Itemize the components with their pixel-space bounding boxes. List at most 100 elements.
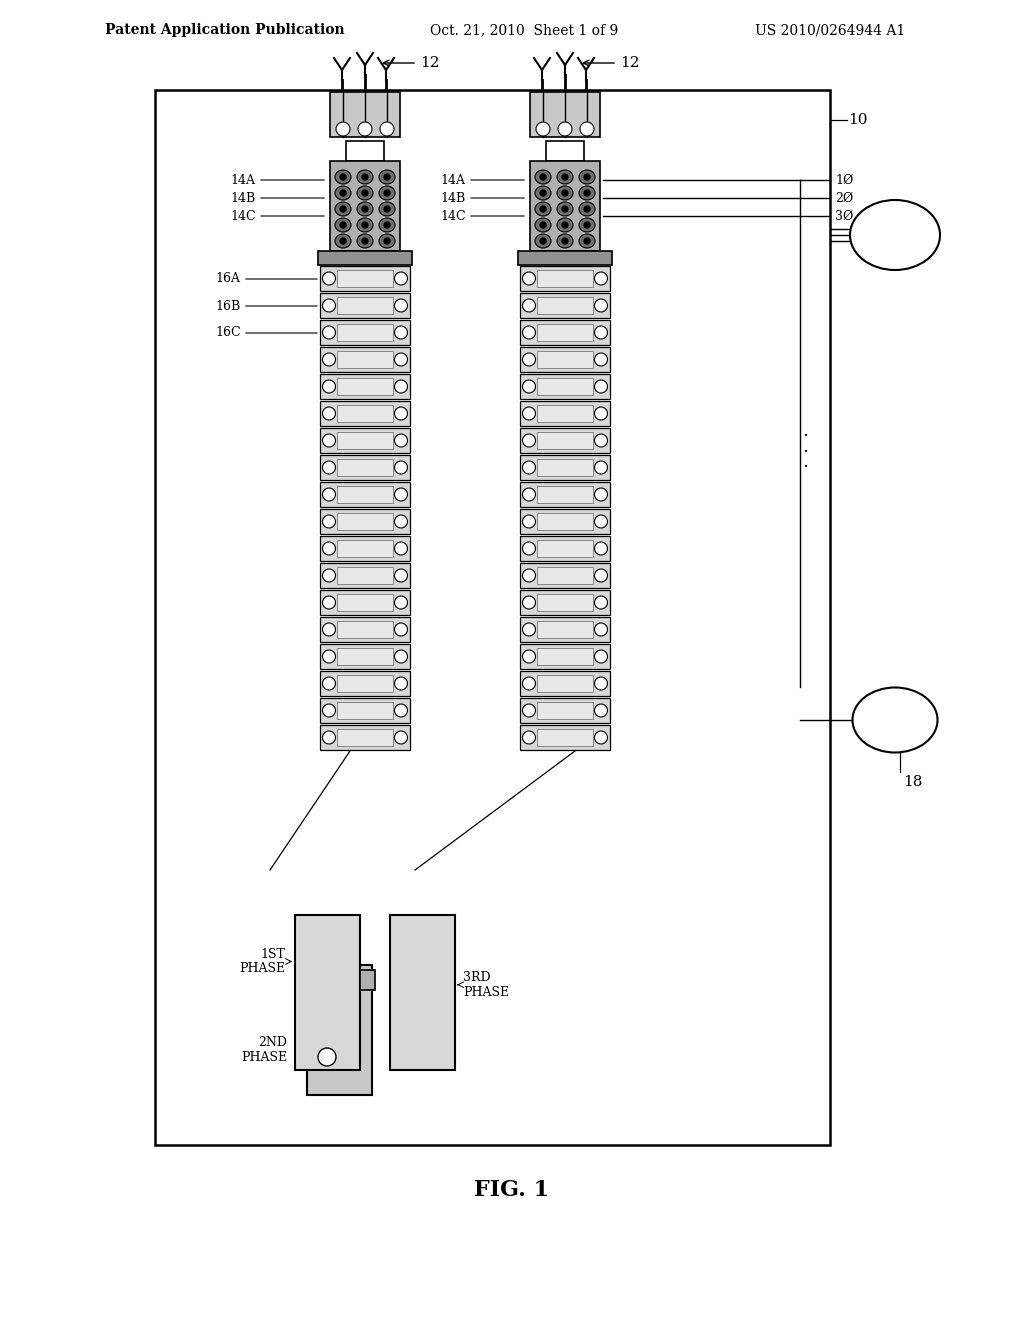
Text: 12: 12 (420, 55, 439, 70)
Circle shape (394, 731, 408, 744)
Circle shape (522, 569, 536, 582)
Text: 14B: 14B (440, 191, 465, 205)
Ellipse shape (535, 186, 551, 201)
Circle shape (595, 704, 607, 717)
Bar (520, 347, 610, 372)
Ellipse shape (579, 218, 595, 232)
Circle shape (323, 731, 336, 744)
Bar (337, 405, 393, 422)
Circle shape (323, 597, 336, 609)
Bar (319, 267, 410, 290)
Text: Patent Application Publication: Patent Application Publication (105, 22, 345, 37)
Bar (337, 620, 393, 638)
Text: 3Ø: 3Ø (883, 216, 907, 230)
Bar (319, 671, 410, 696)
Bar (537, 405, 593, 422)
Ellipse shape (379, 234, 395, 248)
Bar (537, 675, 593, 692)
Bar (319, 319, 410, 345)
Ellipse shape (335, 202, 351, 216)
Bar (319, 347, 410, 372)
Circle shape (522, 597, 536, 609)
Text: 1ST
PHASE: 1ST PHASE (239, 948, 285, 975)
Text: 14C: 14C (440, 210, 466, 223)
Bar (520, 564, 610, 587)
Circle shape (595, 380, 607, 393)
Bar (520, 319, 610, 345)
Bar (319, 536, 410, 561)
Bar (520, 428, 610, 453)
Circle shape (540, 190, 546, 195)
Circle shape (584, 174, 590, 180)
Text: 16A: 16A (215, 272, 240, 285)
Circle shape (340, 238, 346, 244)
Circle shape (394, 543, 408, 554)
Circle shape (394, 677, 408, 690)
Circle shape (595, 352, 607, 366)
Circle shape (318, 1048, 336, 1067)
Bar (330, 161, 400, 251)
Text: 12: 12 (620, 55, 640, 70)
Circle shape (323, 326, 336, 339)
Ellipse shape (579, 170, 595, 183)
Bar (337, 675, 393, 692)
Bar (520, 616, 610, 642)
Bar (537, 378, 593, 395)
Bar (537, 459, 593, 477)
Bar (337, 568, 393, 583)
Circle shape (536, 121, 550, 136)
Circle shape (522, 623, 536, 636)
Circle shape (540, 206, 546, 213)
Ellipse shape (535, 170, 551, 183)
Circle shape (394, 704, 408, 717)
Ellipse shape (379, 202, 395, 216)
Bar (318, 251, 412, 265)
Bar (537, 513, 593, 531)
Ellipse shape (850, 201, 940, 271)
Circle shape (362, 206, 368, 213)
Circle shape (384, 222, 390, 228)
Bar (337, 648, 393, 665)
Circle shape (595, 488, 607, 502)
Bar (337, 323, 393, 341)
Circle shape (323, 407, 336, 420)
Circle shape (595, 649, 607, 663)
Bar (520, 644, 610, 669)
Bar (330, 92, 400, 137)
Circle shape (394, 352, 408, 366)
Ellipse shape (379, 170, 395, 183)
Circle shape (540, 222, 546, 228)
Circle shape (394, 434, 408, 447)
Circle shape (323, 677, 336, 690)
Bar (337, 378, 393, 395)
Circle shape (584, 222, 590, 228)
Bar (537, 323, 593, 341)
Circle shape (595, 300, 607, 312)
Bar (520, 267, 610, 290)
Bar (520, 671, 610, 696)
Circle shape (323, 543, 336, 554)
Circle shape (522, 300, 536, 312)
Circle shape (522, 407, 536, 420)
Ellipse shape (535, 218, 551, 232)
Bar (319, 698, 410, 723)
Circle shape (358, 121, 372, 136)
Text: 14C: 14C (230, 210, 256, 223)
Circle shape (394, 272, 408, 285)
Bar (537, 648, 593, 665)
Ellipse shape (557, 234, 573, 248)
Circle shape (522, 434, 536, 447)
Text: Oct. 21, 2010  Sheet 1 of 9: Oct. 21, 2010 Sheet 1 of 9 (430, 22, 618, 37)
Circle shape (595, 543, 607, 554)
Circle shape (394, 623, 408, 636)
Circle shape (595, 407, 607, 420)
Circle shape (595, 515, 607, 528)
Ellipse shape (535, 202, 551, 216)
Circle shape (558, 121, 572, 136)
Bar (337, 702, 393, 719)
Bar (319, 564, 410, 587)
Ellipse shape (557, 218, 573, 232)
Bar (319, 293, 410, 318)
Bar (295, 915, 360, 1071)
Circle shape (540, 174, 546, 180)
